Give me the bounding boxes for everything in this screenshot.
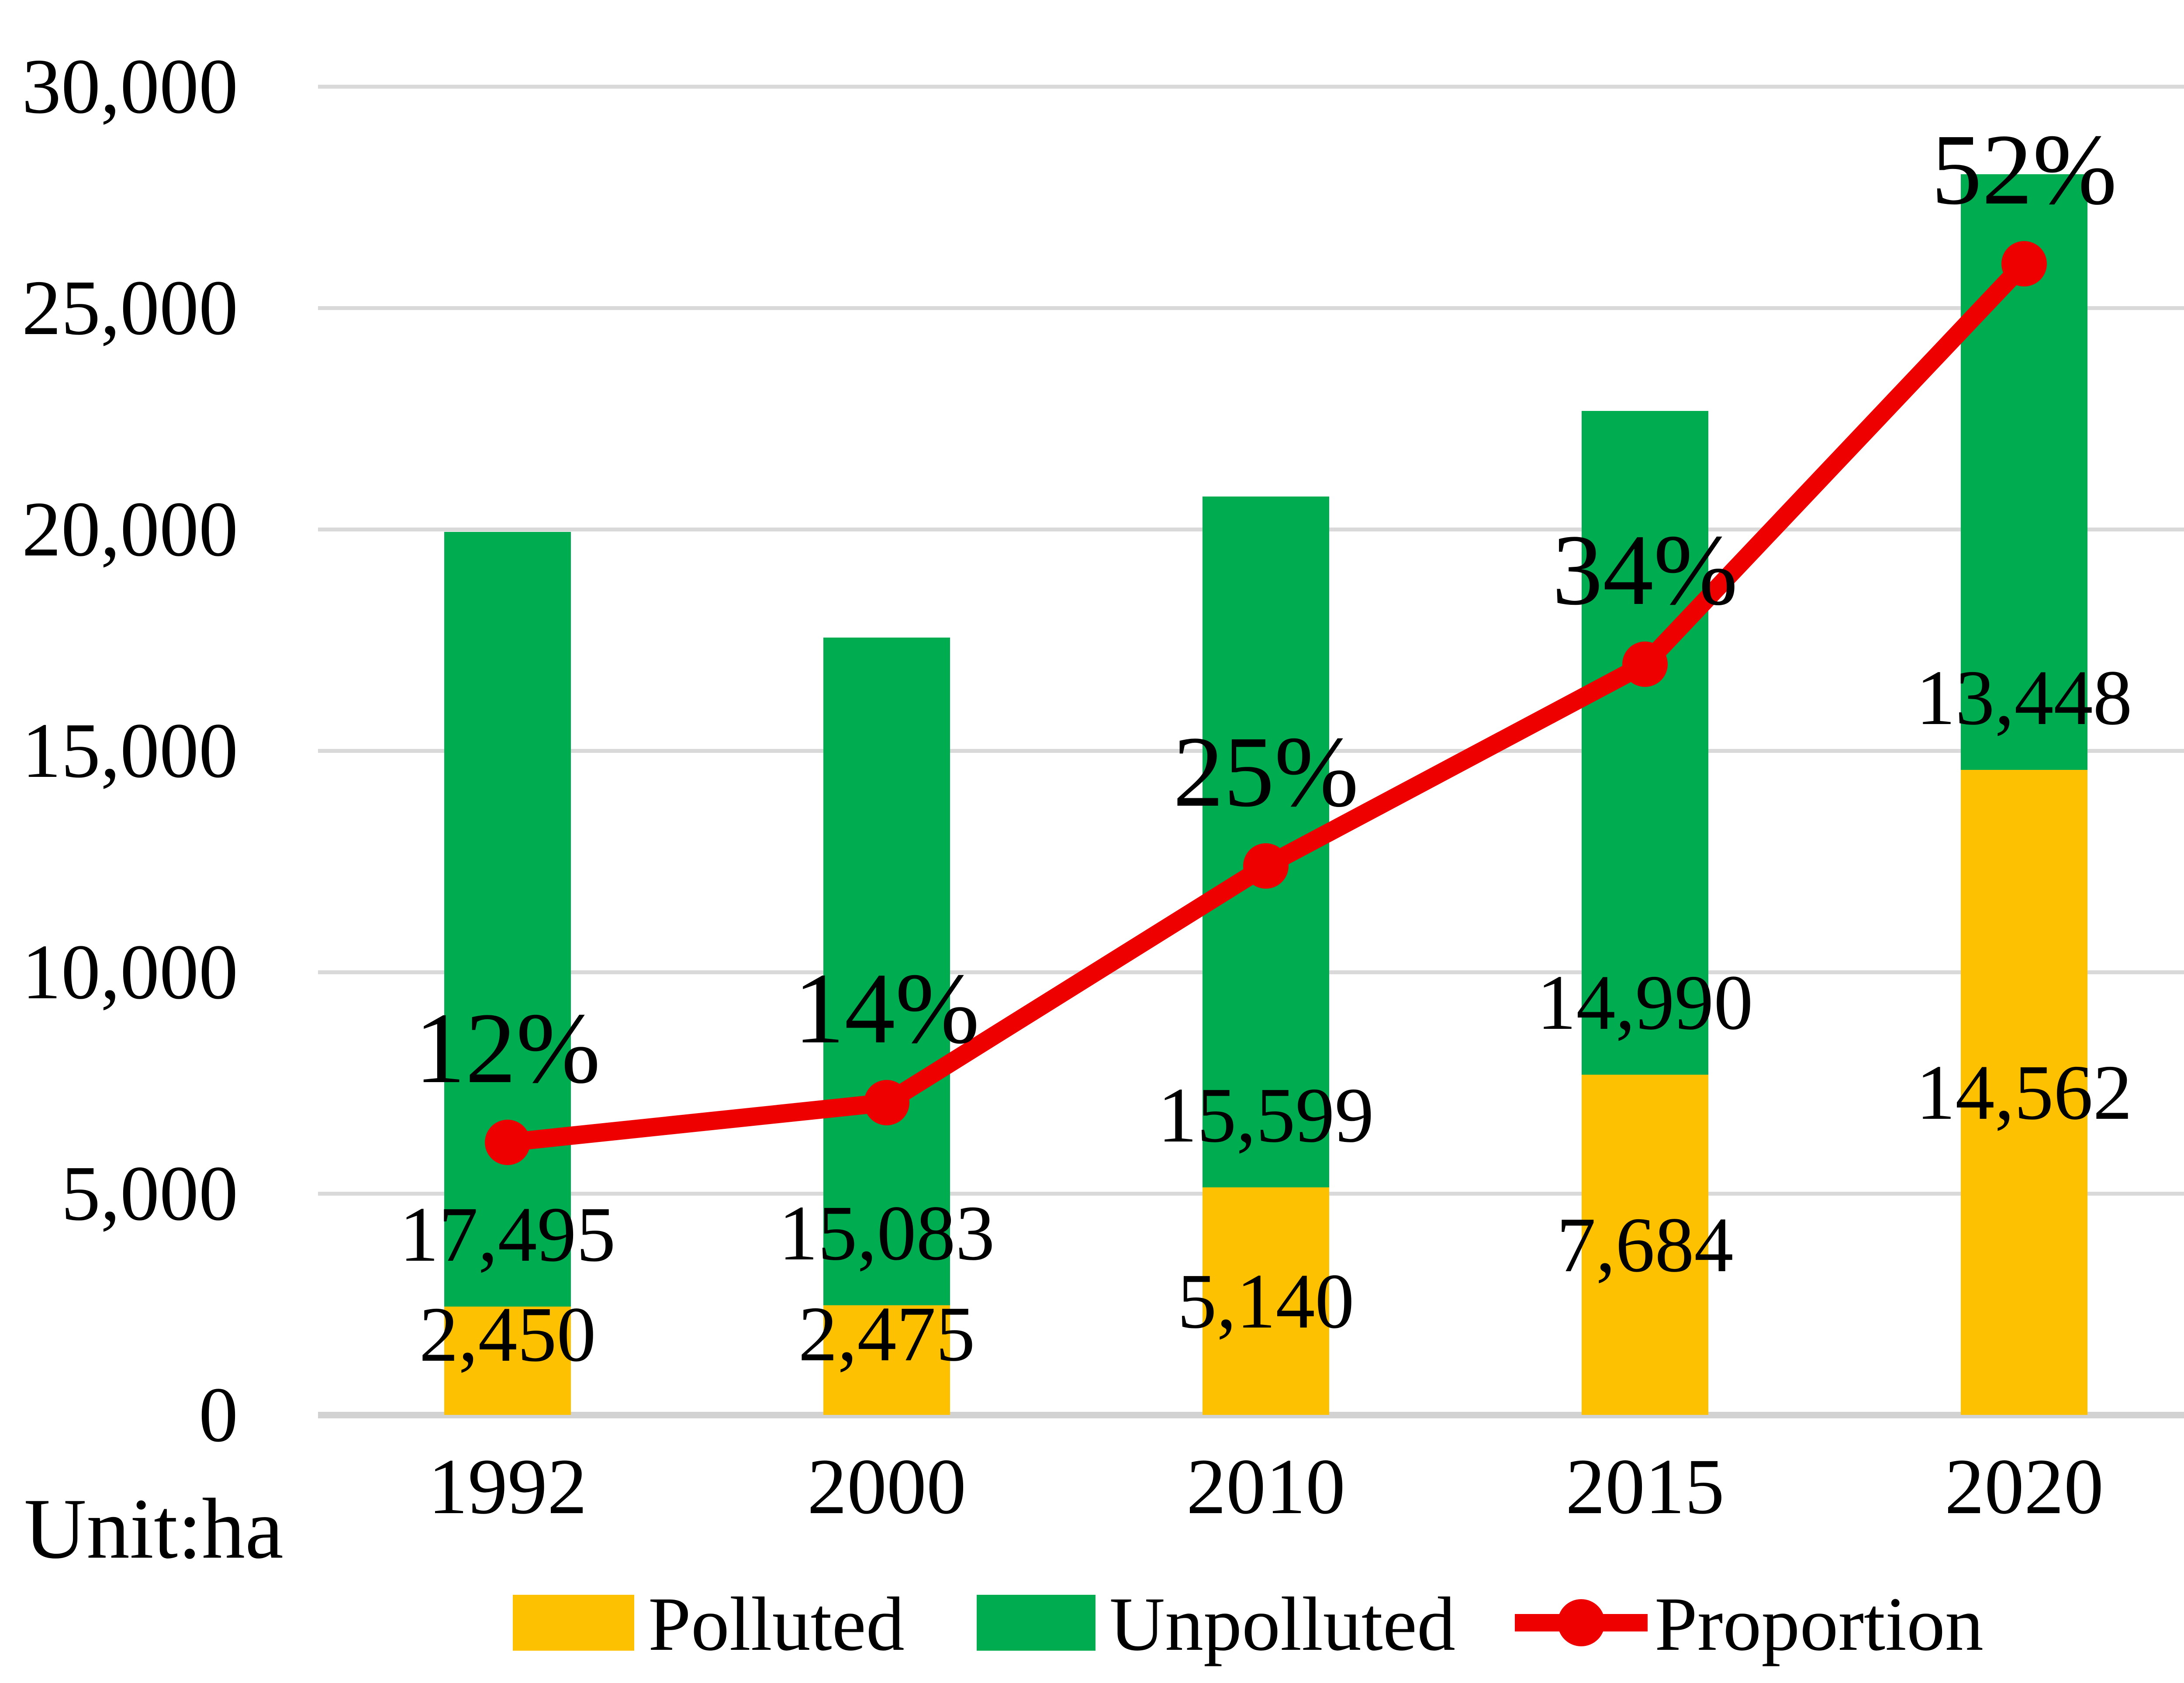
x-axis-label: 2015 (1565, 1443, 1724, 1531)
left-axis-tick: 30,000 (22, 43, 238, 130)
bar-segment-polluted-2020 (1961, 770, 2087, 1415)
left-axis-tick: 10,000 (22, 928, 238, 1015)
bar-segment-unpolluted-2000 (823, 638, 950, 1305)
proportion-dot (485, 1120, 530, 1165)
bar-segment-unpolluted-1992 (444, 532, 571, 1307)
bar-value-label-unpolluted: 17,495 (399, 1191, 616, 1278)
proportion-point-label: 25% (1173, 716, 1359, 828)
left-axis-tick: 5,000 (61, 1150, 238, 1237)
proportion-dot (864, 1080, 909, 1125)
bar-value-label-unpolluted: 15,083 (778, 1190, 995, 1276)
left-axis-tick: 15,000 (22, 707, 238, 794)
x-axis-label: 2020 (1945, 1443, 2104, 1531)
legend-label-polluted: Polluted (648, 1582, 905, 1667)
x-axis-label: 2010 (1186, 1443, 1345, 1531)
bar-segment-polluted-2010 (1203, 1187, 1329, 1415)
unit-label: Unit:ha (24, 1481, 283, 1576)
proportion-point-label: 12% (415, 992, 601, 1104)
proportion-dot (1243, 843, 1289, 889)
gridline (318, 306, 2184, 310)
legend-swatch-polluted (513, 1595, 634, 1651)
bar-value-label-polluted: 5,140 (1177, 1257, 1355, 1345)
proportion-dot (1622, 641, 1668, 687)
legend-label-unpolluted: Unpolluted (1109, 1582, 1455, 1667)
legend-label-proportion: Proportion (1655, 1582, 1984, 1667)
bar-segment-polluted-2015 (1582, 1075, 1708, 1415)
bar-value-label-polluted: 14,562 (1916, 1048, 2132, 1136)
bar-value-label-unpolluted: 14,990 (1537, 959, 1753, 1046)
proportion-point-label: 52% (1931, 114, 2117, 226)
legend-line-dot-icon (1558, 1599, 1605, 1646)
bar-value-label-unpolluted: 15,599 (1158, 1072, 1374, 1159)
proportion-dot (2001, 241, 2047, 286)
left-axis-tick: 25,000 (22, 264, 238, 351)
x-axis-label: 1992 (428, 1443, 587, 1531)
bar-value-label-polluted: 2,450 (419, 1291, 596, 1378)
left-axis-tick: 0 (199, 1371, 238, 1458)
gridline (318, 85, 2184, 89)
bar-segment-polluted-1992 (444, 1307, 571, 1415)
proportion-point-label: 34% (1552, 514, 1738, 626)
bar-value-label-polluted: 2,475 (798, 1290, 975, 1377)
left-axis-tick: 20,000 (22, 486, 238, 572)
bar-segment-polluted-2000 (823, 1305, 950, 1415)
bar-value-label-unpolluted: 13,448 (1916, 654, 2132, 741)
proportion-line (498, 255, 2033, 1152)
x-axis-label: 2000 (807, 1443, 966, 1531)
bar-value-label-polluted: 7,684 (1556, 1201, 1734, 1288)
legend-swatch-unpolluted (977, 1595, 1095, 1651)
proportion-point-label: 14% (794, 952, 980, 1065)
bar-segment-unpolluted-2015 (1582, 411, 1708, 1075)
x-axis-line (318, 1412, 2184, 1418)
